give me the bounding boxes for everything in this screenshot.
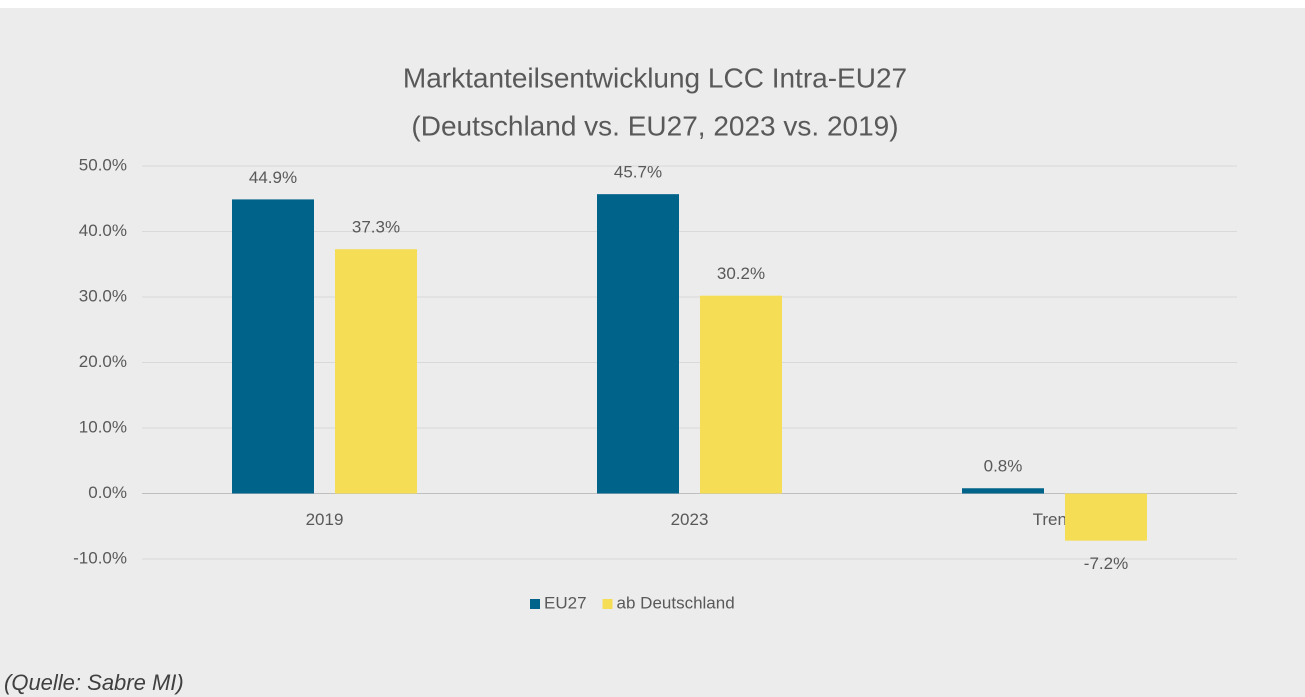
chart-title: Marktanteilsentwicklung LCC Intra-EU27 [403,62,907,93]
bar [335,249,417,494]
value-label: 37.3% [352,218,400,237]
bar [597,194,679,494]
y-tick-label: 50.0% [79,155,127,174]
y-tick-label: -10.0% [73,548,127,567]
y-tick-label: 10.0% [79,417,127,436]
value-label: 45.7% [614,163,662,182]
value-label: 44.9% [249,168,297,187]
value-label: 30.2% [717,264,765,283]
chart-subtitle: (Deutschland vs. EU27, 2023 vs. 2019) [411,110,898,141]
legend-label: ab Deutschland [617,593,735,612]
bar [700,295,782,494]
value-label: 0.8% [984,457,1023,476]
bar [232,199,314,494]
bar [962,488,1044,494]
y-tick-label: 30.0% [79,286,127,305]
legend-label: EU27 [544,593,587,612]
source-note: (Quelle: Sabre MI) [4,670,184,695]
bar [1065,493,1147,541]
legend-swatch [530,599,540,609]
legend-swatch [602,599,613,609]
y-tick-label: 20.0% [79,352,127,371]
top-strip [0,0,1305,8]
x-tick-label: 2019 [306,510,344,529]
x-tick-label: 2023 [671,510,709,529]
y-tick-label: 0.0% [88,483,127,502]
y-tick-label: 40.0% [79,221,127,240]
value-label: -7.2% [1084,554,1128,573]
